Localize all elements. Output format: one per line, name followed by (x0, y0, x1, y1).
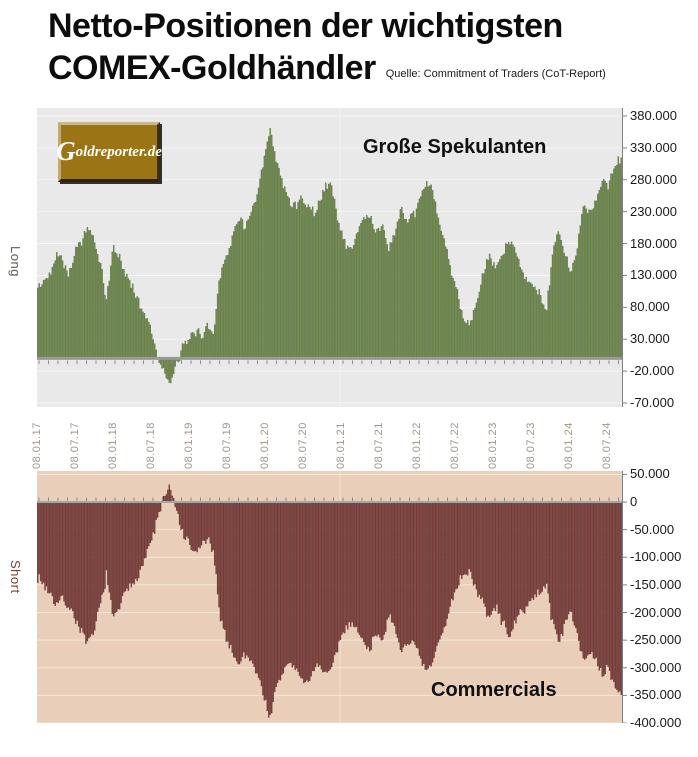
x-axis-label: 08.07.23 (525, 422, 538, 469)
x-axis-label: 08.07.22 (449, 422, 462, 469)
bar-series (37, 484, 622, 718)
x-axis-label: 08.01.19 (183, 422, 196, 469)
title-line-2: COMEX-Goldhändler (48, 49, 376, 87)
x-axis-label: 08.07.24 (601, 422, 614, 469)
chart-title: Netto-Positionen der wichtigsten COMEX-G… (48, 4, 606, 88)
x-axis-label: 08.01.21 (335, 422, 348, 469)
x-axis-label: 08.01.22 (411, 422, 424, 469)
y-axis-tick-label: 0 (630, 494, 638, 510)
y-axis-tick-label: 80.000 (630, 299, 670, 315)
y-axis-tick-label: -200.000 (630, 604, 682, 620)
y-axis-tick-label: -350.000 (630, 687, 682, 703)
y-axis-tick-label: -250.000 (630, 632, 682, 648)
logo-initial: G (56, 135, 76, 166)
x-axis-label: 08.07.21 (373, 422, 386, 469)
y-axis-tick-label: -150.000 (630, 576, 682, 592)
x-axis-label: 08.01.20 (259, 422, 272, 469)
series-label-commercials: Commercials (431, 679, 557, 701)
x-axis-label: 08.07.18 (145, 422, 158, 469)
commercials-chart (37, 471, 627, 723)
logo-text: Goldreporter.de (56, 137, 162, 164)
y-axis-tick-label: 230.000 (630, 203, 677, 219)
y-axis-tick-label: 130.000 (630, 267, 677, 283)
goldreporter-logo: Goldreporter.de (56, 122, 162, 182)
y-axis-tick-label: -20.000 (630, 363, 675, 379)
y-axis-tick-label: -100.000 (630, 549, 682, 565)
y-axis-title-short: Short (8, 560, 23, 594)
x-axis-label: 08.07.20 (297, 422, 310, 469)
source-note: Quelle: Commitment of Traders (CoT-Repor… (385, 68, 606, 80)
x-axis-label: 08.01.18 (107, 422, 120, 469)
y-axis-tick-label: -300.000 (630, 659, 682, 675)
x-axis-label: 08.01.24 (563, 422, 576, 469)
y-axis-tick-label: -50.000 (630, 521, 675, 537)
y-axis-tick-label: 380.000 (630, 108, 677, 123)
y-axis-title-long: Long (8, 246, 23, 277)
bar-series (37, 128, 622, 384)
x-axis-label: 08.07.17 (69, 422, 82, 469)
y-axis-tick-label: 50.000 (630, 466, 670, 482)
speculators-chart (37, 108, 627, 407)
x-axis-label: 08.01.23 (487, 422, 500, 469)
x-axis-label: 08.07.19 (221, 422, 234, 469)
y-axis-tick-label: 180.000 (630, 235, 677, 251)
y-axis-tick-label: 280.000 (630, 171, 677, 187)
logo-rest: oldreporter.de (75, 143, 162, 160)
y-axis-tick-label: -70.000 (630, 395, 675, 410)
series-label-speculators: Große Spekulanten (363, 136, 547, 158)
title-line-1: Netto-Positionen der wichtigsten (48, 7, 563, 45)
y-axis-tick-label: -400.000 (630, 715, 682, 730)
x-axis-label: 08.01.17 (31, 422, 43, 469)
y-axis-tick-label: 30.000 (630, 331, 670, 347)
y-axis-tick-label: 330.000 (630, 139, 677, 155)
